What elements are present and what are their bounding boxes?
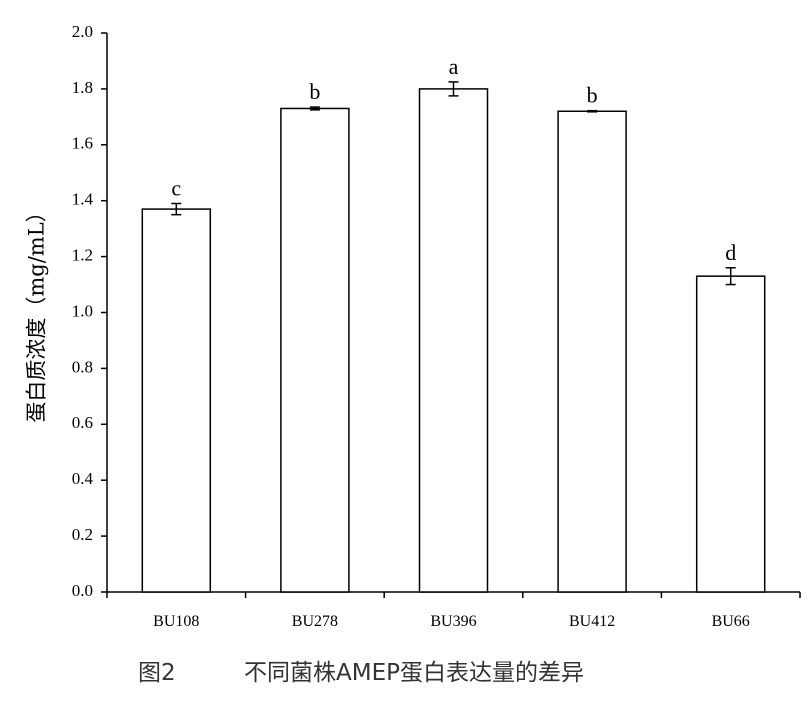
bar <box>557 110 627 593</box>
error-bar <box>587 109 598 113</box>
y-tick-label: 1.8 <box>72 78 93 97</box>
x-tick-label: BU66 <box>712 613 750 630</box>
error-bar <box>725 267 736 286</box>
y-tick-label: 0.4 <box>72 469 94 488</box>
error-bar <box>448 81 459 97</box>
y-tick-label: 0.0 <box>72 581 93 600</box>
y-tick-label: 0.2 <box>72 525 93 544</box>
bar <box>418 88 489 593</box>
error-bar <box>171 202 182 216</box>
y-tick-label: 1.2 <box>72 246 93 265</box>
bar <box>695 275 766 593</box>
y-tick-label: 0.6 <box>72 413 93 432</box>
bar <box>280 107 350 593</box>
caption: 不同菌株AMEP蛋白表达量的差异 <box>244 660 584 686</box>
error-bar <box>309 106 320 111</box>
x-tick-label: BU278 <box>292 613 338 630</box>
significance-letter: b <box>309 79 320 104</box>
x-tick-label: BU412 <box>569 613 615 630</box>
caption-number: 图2 <box>138 660 176 686</box>
y-tick-label: 0.8 <box>72 357 93 376</box>
y-axis-label: 蛋白质浓度（mg/mL） <box>25 201 49 422</box>
y-tick-label: 1.4 <box>72 190 94 209</box>
significance-letter: d <box>725 240 736 265</box>
x-tick-label: BU396 <box>430 613 476 630</box>
y-tick-label: 1.0 <box>72 301 93 320</box>
significance-letter: a <box>449 54 459 79</box>
significance-letter: c <box>171 175 181 200</box>
y-tick-label: 1.6 <box>72 134 93 153</box>
bar <box>141 208 212 593</box>
significance-letter: b <box>587 83 598 108</box>
y-tick-label: 2.0 <box>72 22 93 41</box>
x-tick-label: BU108 <box>153 613 199 630</box>
